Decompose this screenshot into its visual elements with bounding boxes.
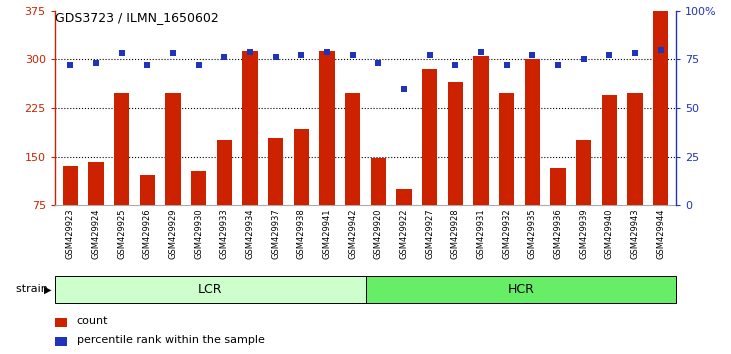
Point (450, 62, 461, 68)
Point (219, 55, 230, 60)
Bar (550, 169, 566, 205)
Text: count: count (77, 316, 108, 326)
Point (655, 47, 667, 52)
Point (295, 53, 307, 58)
Point (193, 62, 205, 68)
Text: ▶: ▶ (44, 284, 51, 295)
Text: LCR: LCR (198, 283, 222, 296)
Point (552, 62, 564, 68)
Bar (396, 189, 412, 205)
Point (629, 51, 641, 56)
Bar (576, 141, 591, 205)
Bar (525, 59, 540, 205)
Point (424, 53, 436, 58)
Bar (319, 51, 335, 205)
Point (90, 60, 102, 66)
Bar (114, 93, 129, 205)
Bar (627, 93, 643, 205)
Bar (371, 158, 386, 205)
Point (475, 48, 487, 54)
Point (321, 48, 333, 54)
Point (578, 57, 590, 62)
Bar (55, 276, 366, 303)
Point (373, 60, 385, 66)
Point (115, 51, 127, 56)
Point (526, 53, 538, 58)
Point (346, 53, 358, 58)
Bar (294, 129, 309, 205)
Point (604, 53, 616, 58)
Bar (422, 69, 437, 205)
Point (167, 51, 179, 56)
Bar (366, 276, 676, 303)
Bar (499, 93, 515, 205)
Bar (242, 51, 257, 205)
Bar (165, 93, 181, 205)
Bar (216, 141, 232, 205)
Text: strain: strain (16, 284, 51, 295)
Point (244, 48, 256, 54)
Point (141, 62, 153, 68)
Bar (140, 175, 155, 205)
Point (501, 62, 512, 68)
Bar (55, 318, 67, 327)
Text: HCR: HCR (507, 283, 534, 296)
Text: percentile rank within the sample: percentile rank within the sample (77, 335, 265, 345)
Point (64, 62, 76, 68)
Point (270, 55, 281, 60)
Bar (55, 337, 67, 346)
Bar (88, 162, 104, 205)
Bar (63, 166, 78, 205)
Bar (345, 93, 360, 205)
Bar (653, 11, 668, 205)
Bar (268, 138, 284, 205)
Bar (474, 56, 489, 205)
Point (398, 86, 410, 91)
Bar (602, 95, 617, 205)
Bar (447, 82, 463, 205)
Text: GDS3723 / ILMN_1650602: GDS3723 / ILMN_1650602 (55, 11, 219, 24)
Bar (191, 171, 206, 205)
